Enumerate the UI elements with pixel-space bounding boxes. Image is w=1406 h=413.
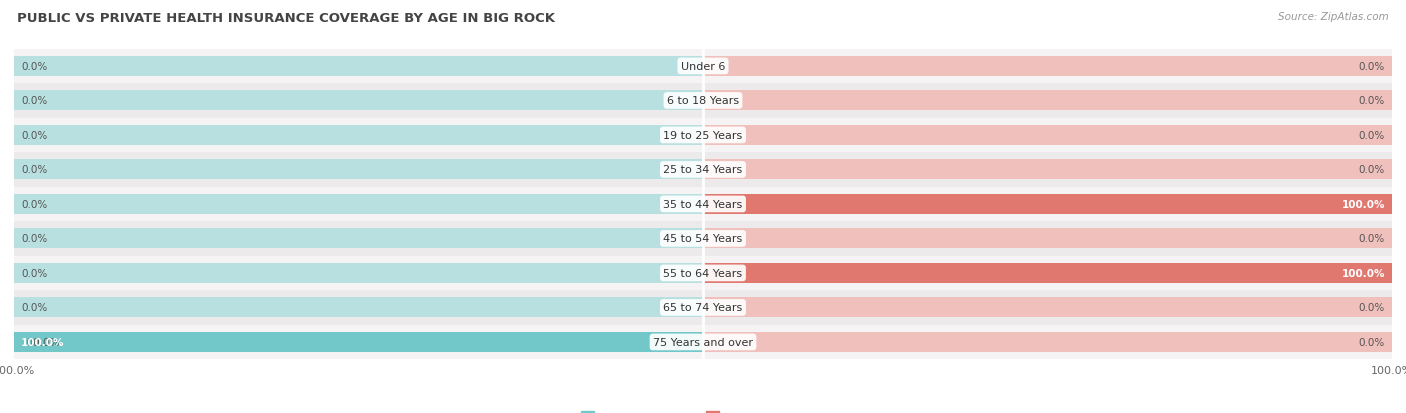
Text: 0.0%: 0.0%	[21, 62, 48, 72]
Text: 0.0%: 0.0%	[21, 96, 48, 106]
Bar	[703, 263, 1392, 283]
Bar	[14, 222, 1392, 256]
Text: 0.0%: 0.0%	[21, 131, 48, 140]
Bar	[703, 332, 1392, 352]
Legend: Public Insurance, Private Insurance: Public Insurance, Private Insurance	[581, 411, 825, 413]
Bar	[14, 229, 703, 249]
Text: 0.0%: 0.0%	[1358, 303, 1385, 313]
Text: 0.0%: 0.0%	[1358, 96, 1385, 106]
Text: 0.0%: 0.0%	[1358, 62, 1385, 72]
Bar	[14, 119, 1392, 153]
Bar	[703, 263, 1392, 283]
Bar	[14, 126, 703, 146]
Bar	[14, 187, 1392, 222]
Bar	[14, 160, 703, 180]
Text: 6 to 18 Years: 6 to 18 Years	[666, 96, 740, 106]
Text: 100.0%: 100.0%	[1341, 199, 1385, 209]
Bar	[703, 57, 1392, 77]
Text: 0.0%: 0.0%	[21, 199, 48, 209]
Text: 0.0%: 0.0%	[1358, 165, 1385, 175]
Bar	[703, 195, 1392, 214]
Text: 75 Years and over: 75 Years and over	[652, 337, 754, 347]
Bar	[703, 160, 1392, 180]
Text: 25 to 34 Years: 25 to 34 Years	[664, 165, 742, 175]
Bar	[703, 298, 1392, 318]
Bar	[14, 57, 703, 77]
Text: 0.0%: 0.0%	[1358, 234, 1385, 244]
Bar	[14, 256, 1392, 290]
Bar	[14, 153, 1392, 187]
Text: 55 to 64 Years: 55 to 64 Years	[664, 268, 742, 278]
Text: 0.0%: 0.0%	[21, 268, 48, 278]
Text: 100.0%: 100.0%	[1341, 268, 1385, 278]
Text: 45 to 54 Years: 45 to 54 Years	[664, 234, 742, 244]
Text: 0.0%: 0.0%	[1358, 337, 1385, 347]
Text: 0.0%: 0.0%	[21, 165, 48, 175]
Text: 19 to 25 Years: 19 to 25 Years	[664, 131, 742, 140]
Bar	[14, 332, 703, 352]
Bar	[14, 84, 1392, 119]
Text: 0.0%: 0.0%	[1358, 131, 1385, 140]
Text: 100.0%: 100.0%	[21, 337, 60, 347]
Bar	[703, 229, 1392, 249]
Text: 35 to 44 Years: 35 to 44 Years	[664, 199, 742, 209]
Bar	[703, 91, 1392, 111]
Bar	[703, 195, 1392, 214]
Text: 100.0%: 100.0%	[21, 337, 65, 347]
Bar	[14, 332, 703, 352]
Text: Source: ZipAtlas.com: Source: ZipAtlas.com	[1278, 12, 1389, 22]
Text: 0.0%: 0.0%	[21, 234, 48, 244]
Text: 65 to 74 Years: 65 to 74 Years	[664, 303, 742, 313]
Bar	[14, 263, 703, 283]
Bar	[14, 91, 703, 111]
Bar	[14, 325, 1392, 359]
Text: 0.0%: 0.0%	[21, 303, 48, 313]
Bar	[14, 298, 703, 318]
Bar	[14, 50, 1392, 84]
Bar	[703, 126, 1392, 146]
Text: Under 6: Under 6	[681, 62, 725, 72]
Text: PUBLIC VS PRIVATE HEALTH INSURANCE COVERAGE BY AGE IN BIG ROCK: PUBLIC VS PRIVATE HEALTH INSURANCE COVER…	[17, 12, 555, 25]
Bar	[14, 290, 1392, 325]
Bar	[14, 195, 703, 214]
